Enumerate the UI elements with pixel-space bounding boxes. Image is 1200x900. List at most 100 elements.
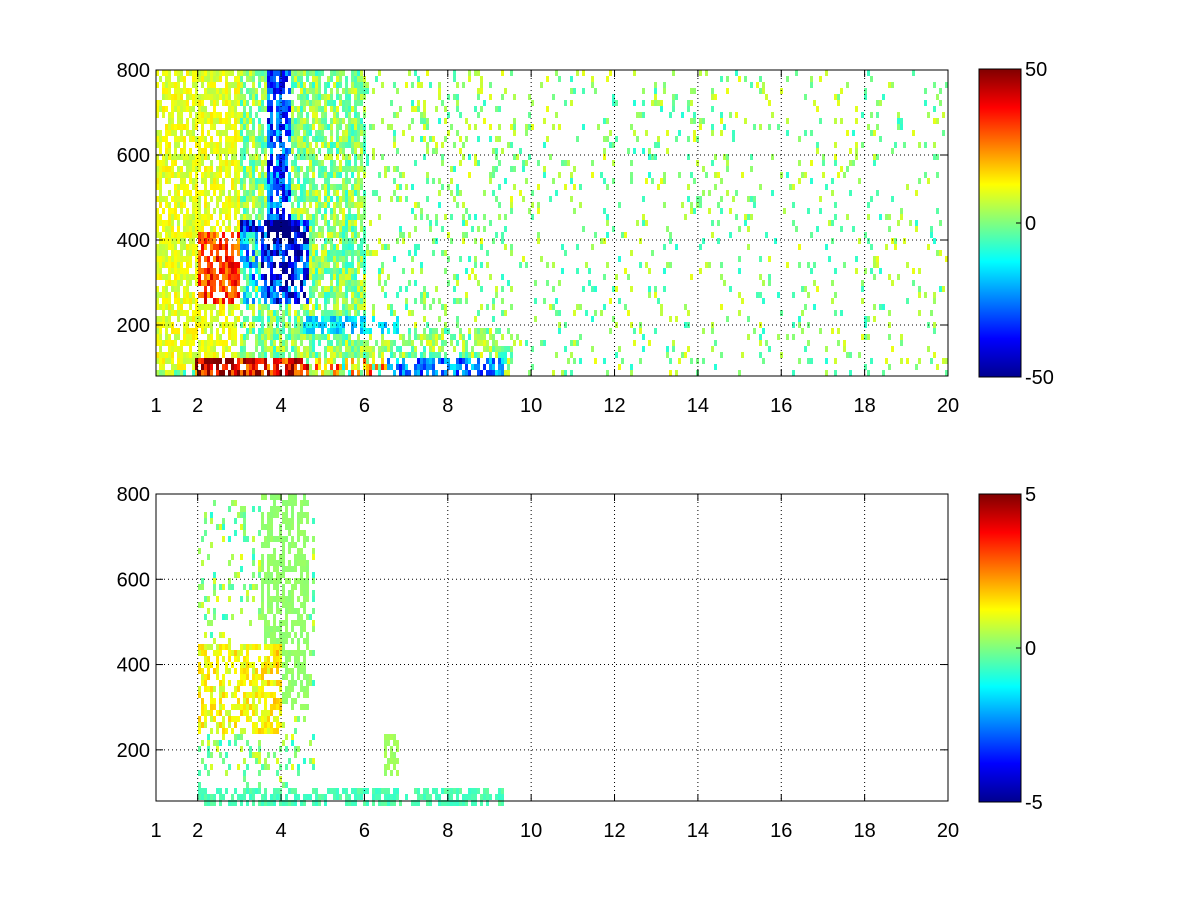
heatmap-cell <box>345 352 348 358</box>
heatmap-cell <box>357 124 360 130</box>
heatmap-cell <box>705 262 708 268</box>
x-tick-label: 18 <box>854 395 876 417</box>
heatmap-cell <box>204 632 207 638</box>
heatmap-cell <box>615 100 618 106</box>
heatmap-cell <box>267 644 270 650</box>
heatmap-cell <box>489 124 492 130</box>
heatmap-cell <box>246 232 249 238</box>
heatmap-cell <box>243 172 246 178</box>
heatmap-cell <box>354 142 357 148</box>
heatmap-cell <box>192 370 195 376</box>
heatmap-cell <box>849 160 852 166</box>
heatmap-cell <box>213 100 216 106</box>
heatmap-cell <box>360 340 363 346</box>
heatmap-cell <box>801 310 804 316</box>
heatmap-cell <box>822 172 825 178</box>
heatmap-cell <box>423 328 426 334</box>
heatmap-cell <box>294 106 297 112</box>
heatmap-cell <box>234 226 237 232</box>
heatmap-cell <box>222 220 225 226</box>
heatmap-cell <box>426 322 429 328</box>
heatmap-cell <box>294 76 297 82</box>
heatmap-cell <box>180 88 183 94</box>
heatmap-cell <box>216 244 219 250</box>
heatmap-cell <box>162 238 165 244</box>
heatmap-cell <box>219 358 222 364</box>
heatmap-cell <box>342 292 345 298</box>
heatmap-cell <box>201 118 204 124</box>
heatmap-cell <box>282 262 285 268</box>
heatmap-cell <box>258 352 261 358</box>
heatmap-cell <box>198 782 201 788</box>
heatmap-cell <box>498 364 501 370</box>
heatmap-cell <box>492 298 495 304</box>
heatmap-cell <box>321 160 324 166</box>
heatmap-cell <box>291 638 294 644</box>
heatmap-cell <box>327 94 330 100</box>
heatmap-cell <box>837 340 840 346</box>
heatmap-cell <box>216 364 219 370</box>
heatmap-cell <box>465 208 468 214</box>
heatmap-cell <box>294 352 297 358</box>
heatmap-cell <box>666 226 669 232</box>
heatmap-cell <box>255 226 258 232</box>
heatmap-cell <box>366 82 369 88</box>
heatmap-cell <box>288 352 291 358</box>
heatmap-cell <box>399 334 402 340</box>
heatmap-cell <box>339 142 342 148</box>
heatmap-cell <box>870 130 873 136</box>
heatmap-cell <box>204 166 207 172</box>
heatmap-cell <box>330 208 333 214</box>
heatmap-cell <box>198 106 201 112</box>
heatmap-cell <box>246 244 249 250</box>
heatmap-cell <box>834 292 837 298</box>
heatmap-cell <box>366 340 369 346</box>
heatmap-cell <box>300 680 303 686</box>
heatmap-cell <box>651 178 654 184</box>
heatmap-cell <box>492 358 495 364</box>
heatmap-cell <box>306 250 309 256</box>
heatmap-cell <box>642 334 645 340</box>
heatmap-cell <box>258 752 261 758</box>
heatmap-cell <box>264 202 267 208</box>
heatmap-cell <box>363 202 366 208</box>
heatmap-cell <box>159 100 162 106</box>
heatmap-cell <box>360 124 363 130</box>
heatmap-cell <box>435 142 438 148</box>
heatmap-cell <box>321 262 324 268</box>
heatmap-cell <box>201 76 204 82</box>
heatmap-cell <box>291 686 294 692</box>
heatmap-cell <box>246 662 249 668</box>
heatmap-cell <box>258 316 261 322</box>
heatmap-cell <box>234 166 237 172</box>
heatmap-cell <box>270 130 273 136</box>
heatmap-cell <box>174 250 177 256</box>
heatmap-cell <box>300 512 303 518</box>
heatmap-cell <box>222 268 225 274</box>
heatmap-cell <box>294 716 297 722</box>
heatmap-cell <box>870 112 873 118</box>
heatmap-cell <box>345 166 348 172</box>
heatmap-cell <box>444 352 447 358</box>
heatmap-cell <box>237 172 240 178</box>
heatmap-cell <box>393 112 396 118</box>
heatmap-cell <box>318 304 321 310</box>
heatmap-cell <box>477 340 480 346</box>
heatmap-cell <box>711 88 714 94</box>
heatmap-cell <box>240 118 243 124</box>
heatmap-cell <box>267 554 270 560</box>
heatmap-cell <box>384 340 387 346</box>
heatmap-cell <box>339 202 342 208</box>
heatmap-cell <box>219 142 222 148</box>
heatmap-cell <box>387 346 390 352</box>
heatmap-cell <box>294 494 297 500</box>
heatmap-cell <box>291 370 294 376</box>
heatmap-cell <box>288 560 291 566</box>
heatmap-cell <box>693 130 696 136</box>
heatmap-cell <box>402 232 405 238</box>
heatmap-cell <box>249 196 252 202</box>
heatmap-cell <box>702 118 705 124</box>
heatmap-cell <box>294 220 297 226</box>
heatmap-cell <box>867 238 870 244</box>
heatmap-cell <box>216 662 219 668</box>
